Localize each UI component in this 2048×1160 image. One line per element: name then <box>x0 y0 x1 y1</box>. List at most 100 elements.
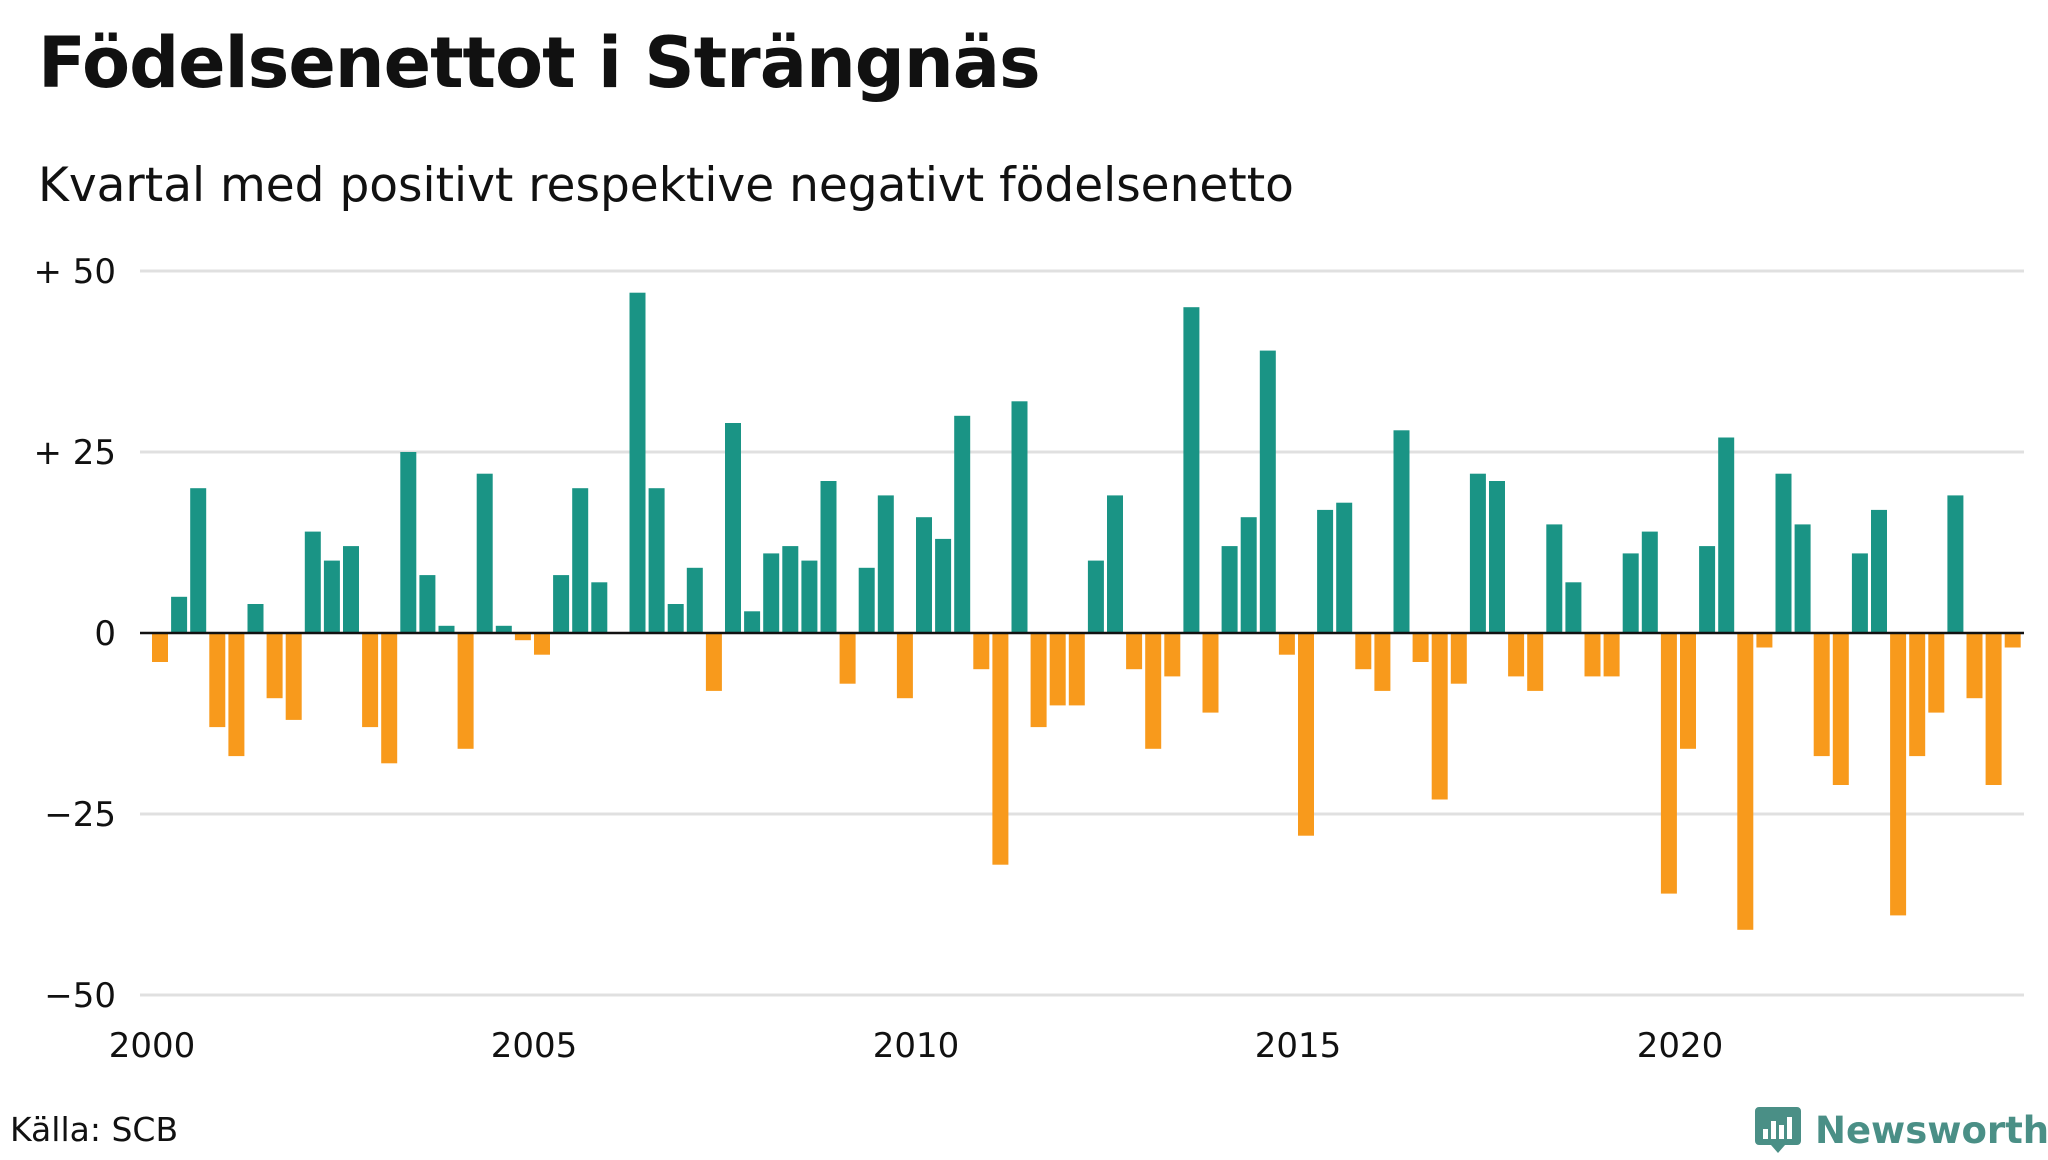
source-label: Källa: SCB <box>10 1110 179 1149</box>
bar <box>1775 473 1792 633</box>
bar <box>2004 633 2021 648</box>
bar <box>514 633 531 641</box>
bar <box>1278 633 1295 655</box>
bar <box>916 517 932 633</box>
bar <box>1145 633 1162 749</box>
bar <box>1374 633 1391 691</box>
y-tick-label: −50 <box>44 976 116 1016</box>
x-tick-label: 2010 <box>873 1026 960 1066</box>
bar <box>1660 633 1677 894</box>
bar <box>1832 633 1849 785</box>
bar <box>782 546 799 633</box>
chart-title: Födelsenettot i Strängnäs <box>38 22 1041 104</box>
bar <box>1928 633 1945 713</box>
y-tick-label: + 50 <box>33 252 116 292</box>
bar <box>820 481 837 633</box>
chart-subtitle: Kvartal med positivt respektive negativt… <box>38 158 1294 213</box>
x-tick-label: 2005 <box>491 1026 578 1066</box>
bar <box>209 633 226 728</box>
bar <box>1851 553 1868 633</box>
bar <box>858 567 875 633</box>
bar <box>1718 437 1735 633</box>
bar <box>400 452 417 633</box>
bar <box>1909 633 1926 757</box>
bar <box>247 604 264 633</box>
bar <box>438 625 455 633</box>
bar <box>1622 553 1639 633</box>
newsworthy-logo-icon <box>1755 1107 1801 1153</box>
bar <box>896 633 913 699</box>
bar <box>1011 401 1028 633</box>
bar <box>725 423 741 633</box>
bar <box>476 473 493 633</box>
x-tick-label: 2000 <box>109 1026 196 1066</box>
bar <box>1603 633 1620 677</box>
bar <box>553 575 570 633</box>
bar <box>1221 546 1238 633</box>
bar <box>323 560 340 633</box>
bar <box>1641 531 1658 633</box>
bar <box>1584 633 1601 677</box>
bar <box>1469 473 1486 633</box>
bar <box>1030 633 1047 728</box>
bar <box>591 582 608 633</box>
bar <box>1317 509 1334 633</box>
bar <box>1756 633 1773 648</box>
bar <box>1813 633 1830 757</box>
bar <box>457 633 474 749</box>
bar <box>1202 633 1219 713</box>
brand: Newsworthy <box>1755 1100 2048 1160</box>
bar <box>1966 633 1983 699</box>
bar <box>1164 633 1181 677</box>
bar <box>1680 633 1696 749</box>
bar <box>1126 633 1143 670</box>
bar <box>534 633 550 655</box>
bar <box>1737 633 1754 930</box>
bar <box>954 415 971 633</box>
bar <box>343 546 359 633</box>
x-axis-ticks: 2000 2005 2010 2015 2020 <box>109 1026 1724 1066</box>
bar <box>1546 524 1563 633</box>
brand-name: Newsworthy <box>1815 1108 2048 1152</box>
bar <box>1699 546 1716 633</box>
bar <box>1298 633 1314 836</box>
bar <box>1794 524 1811 633</box>
bar <box>304 531 321 633</box>
bar <box>266 633 283 699</box>
bar <box>1068 633 1085 706</box>
bar <box>686 567 703 633</box>
x-tick-label: 2020 <box>1637 1026 1724 1066</box>
bar <box>1336 502 1353 633</box>
bar-chart: + 50 + 25 0 −25 −50 2000 2005 2010 2015 2020 <box>33 252 2024 1066</box>
bar <box>667 604 684 633</box>
y-tick-label: + 25 <box>33 433 116 473</box>
bar <box>572 488 589 633</box>
bar <box>763 553 780 633</box>
bar <box>1871 509 1887 633</box>
bar <box>1431 633 1448 800</box>
bar <box>648 488 665 633</box>
bar <box>839 633 856 684</box>
bar <box>1489 481 1505 633</box>
bar <box>973 633 990 670</box>
bar <box>285 633 302 720</box>
bar <box>1107 495 1123 633</box>
bar <box>228 633 245 757</box>
bar <box>1355 633 1372 670</box>
bar <box>1087 560 1104 633</box>
bar <box>1985 633 2002 785</box>
bar <box>744 611 761 633</box>
bar <box>171 596 188 633</box>
bar <box>1947 495 1964 633</box>
bar <box>935 538 952 633</box>
bar <box>629 292 646 633</box>
bar <box>1890 633 1907 916</box>
y-tick-label: −25 <box>44 795 116 835</box>
bar <box>1183 307 1200 633</box>
bars <box>152 292 2021 930</box>
bar <box>801 560 818 633</box>
bar <box>1049 633 1066 706</box>
bar <box>495 625 512 633</box>
bar <box>1412 633 1429 662</box>
bar <box>1450 633 1467 684</box>
